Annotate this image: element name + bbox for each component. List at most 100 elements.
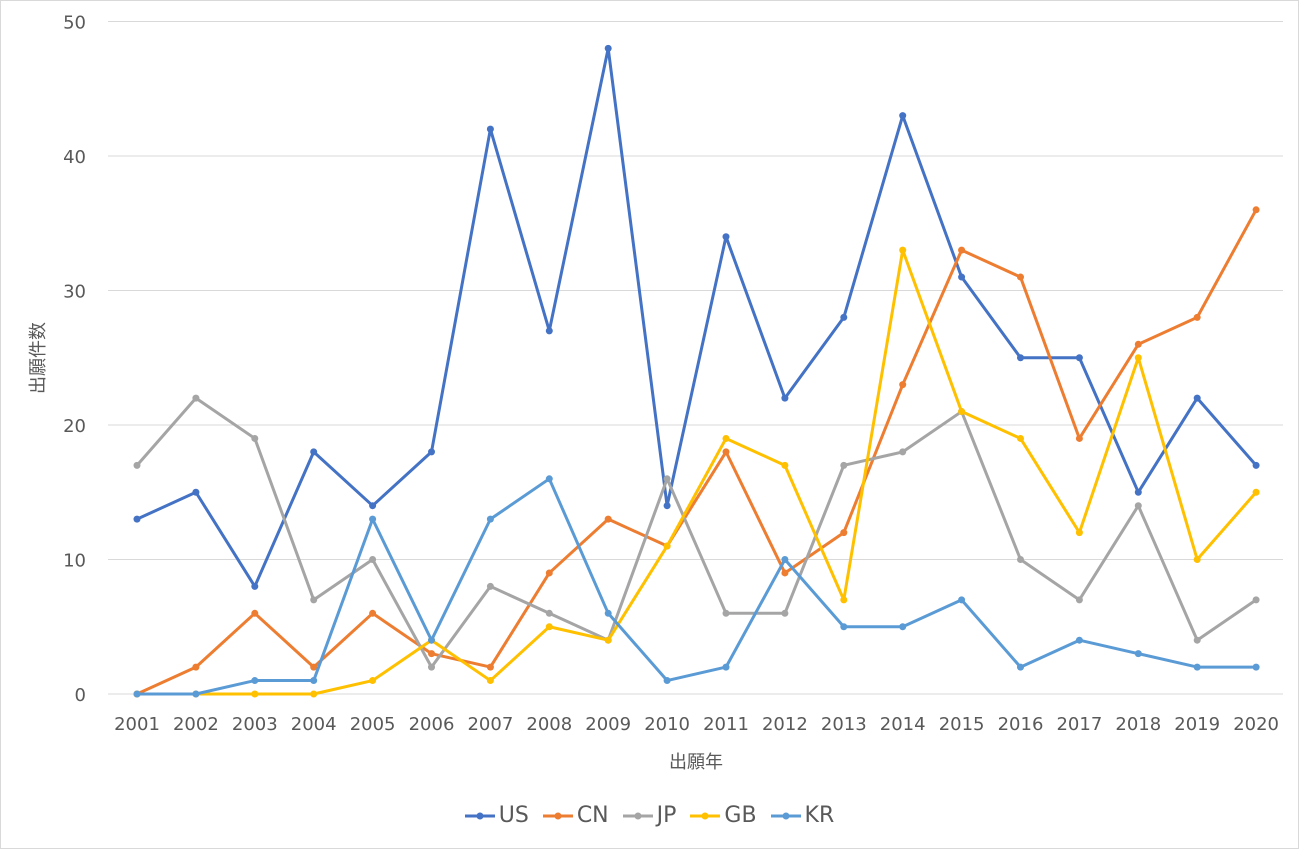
data-point <box>428 663 435 671</box>
data-point <box>369 677 377 685</box>
data-point <box>722 448 730 456</box>
data-point <box>781 394 789 402</box>
series-gb <box>133 246 1260 698</box>
data-point <box>310 448 318 456</box>
data-point <box>251 434 259 442</box>
data-point <box>251 582 259 590</box>
y-axis-title: 出願件数 <box>28 322 49 394</box>
data-point <box>899 448 907 456</box>
data-point <box>781 609 789 617</box>
data-point <box>428 650 435 658</box>
data-point <box>192 488 200 496</box>
data-point <box>1017 434 1024 442</box>
x-tick-label: 2008 <box>526 714 572 735</box>
data-point <box>604 609 612 617</box>
data-point <box>722 434 730 442</box>
data-point <box>958 596 966 604</box>
x-tick-label: 2003 <box>232 714 278 735</box>
data-point <box>1193 394 1201 402</box>
x-tick-label: 2020 <box>1233 714 1279 735</box>
data-point <box>1252 488 1260 496</box>
data-point <box>545 623 553 631</box>
data-point <box>1075 596 1083 604</box>
data-point <box>899 246 907 254</box>
series-jp <box>133 394 1260 671</box>
data-point <box>486 582 494 590</box>
x-axis-title: 出願年 <box>669 752 723 773</box>
data-point <box>663 677 671 685</box>
data-point <box>1193 636 1201 644</box>
data-point <box>369 502 377 510</box>
data-point <box>840 596 848 604</box>
data-point <box>1193 313 1201 321</box>
y-tick-label: 0 <box>75 685 86 706</box>
data-point <box>781 569 789 577</box>
data-point <box>840 623 848 631</box>
series-cn <box>133 206 1260 698</box>
data-point <box>1017 663 1024 671</box>
data-point <box>899 381 907 389</box>
data-point <box>1134 354 1142 362</box>
x-tick-label: 2002 <box>173 714 219 735</box>
data-point <box>1017 273 1024 281</box>
legend-label: CN <box>576 803 609 828</box>
data-point <box>310 596 318 604</box>
x-tick-label: 2001 <box>114 714 160 735</box>
series-us <box>133 44 1260 590</box>
legend-marker-icon <box>622 812 653 819</box>
data-point <box>663 475 671 483</box>
data-point <box>428 448 435 456</box>
data-point <box>958 273 966 281</box>
legend-item-cn: CN <box>542 803 609 828</box>
x-tick-label: 2007 <box>467 714 513 735</box>
x-tick-label: 2017 <box>1056 714 1102 735</box>
legend-item-jp: JP <box>622 803 677 828</box>
data-point <box>840 313 848 321</box>
legend-marker-icon <box>542 812 573 819</box>
data-point <box>486 125 494 133</box>
data-point <box>958 408 966 416</box>
line-chart: 0 10 20 30 40 50 2001 2002 2003 2004 2005 2006 2007 2… <box>28 13 1283 773</box>
y-tick-label: 30 <box>63 282 86 303</box>
series-kr <box>133 475 1260 698</box>
data-point <box>1134 488 1142 496</box>
data-point <box>133 690 141 698</box>
legend-label: KR <box>804 803 835 828</box>
x-tick-label: 2005 <box>350 714 396 735</box>
data-point <box>1193 556 1201 563</box>
legend-item-gb: GB <box>690 803 757 828</box>
y-tick-label: 50 <box>63 13 86 34</box>
x-tick-label: 2009 <box>585 714 631 735</box>
x-tick-label: 2010 <box>644 714 690 735</box>
x-tick-label: 2015 <box>939 714 985 735</box>
x-tick-label: 2014 <box>880 714 926 735</box>
data-point <box>1075 354 1083 362</box>
x-tick-label: 2006 <box>409 714 455 735</box>
data-point <box>958 246 966 254</box>
data-point <box>1252 596 1260 604</box>
data-point <box>1075 434 1083 442</box>
data-point <box>251 690 259 698</box>
data-point <box>486 515 494 523</box>
x-tick-label: 2011 <box>703 714 749 735</box>
data-point <box>486 677 494 685</box>
data-point <box>722 233 730 241</box>
legend-marker-icon <box>770 812 801 819</box>
data-point <box>840 461 848 469</box>
data-point <box>192 690 200 698</box>
legend-label: JP <box>656 803 677 828</box>
data-point <box>1134 650 1142 658</box>
y-tick-label: 10 <box>63 551 86 572</box>
x-tick-label: 2016 <box>998 714 1044 735</box>
data-point <box>663 542 671 550</box>
data-point <box>1075 529 1083 537</box>
data-point <box>133 461 141 469</box>
data-point <box>781 556 789 563</box>
data-point <box>1017 354 1024 362</box>
data-point <box>369 556 377 563</box>
data-point <box>722 663 730 671</box>
data-point <box>310 690 318 698</box>
data-point <box>1252 206 1260 214</box>
data-point <box>428 636 435 644</box>
data-point <box>781 461 789 469</box>
